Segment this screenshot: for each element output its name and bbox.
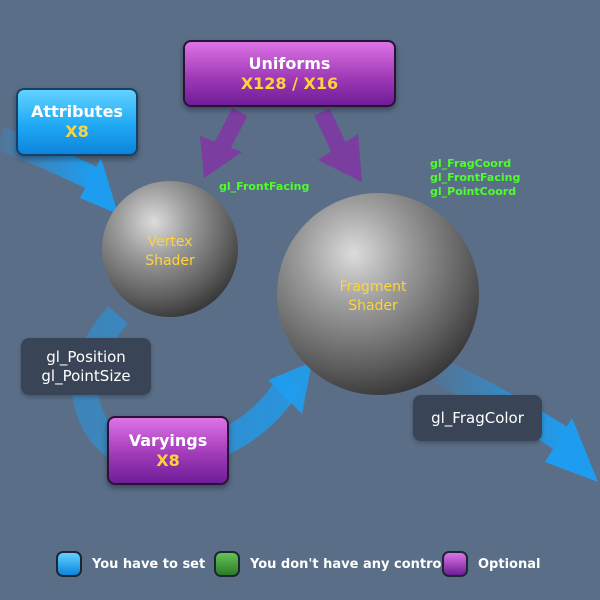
gl-frag-color-label: gl_FragColor xyxy=(431,408,524,427)
fragment-shader-line1: Fragment xyxy=(339,279,407,295)
frag-color-box: gl_FragColor xyxy=(413,395,542,441)
frag-coord-label: gl_FragCoord xyxy=(430,157,512,170)
attributes-count: X8 xyxy=(65,122,89,141)
varyings-box: Varyings X8 xyxy=(107,416,229,485)
legend-set: You have to set xyxy=(56,551,205,577)
attributes-title: Attributes xyxy=(31,102,123,121)
uniforms-title: Uniforms xyxy=(248,53,331,73)
front-facing-label: gl_FrontFacing xyxy=(219,180,310,193)
legend-optional-label: Optional xyxy=(478,556,541,572)
legend-no-control: You don't have any control xyxy=(214,551,446,577)
varyings-title: Varyings xyxy=(128,430,208,450)
fragment-shader-sphere xyxy=(277,193,479,395)
uniforms-count: X128 / X16 xyxy=(240,73,339,93)
vertex-shader-line1: Vertex xyxy=(147,234,193,250)
legend-green-swatch xyxy=(214,551,240,577)
fragment-shader-line2: Shader xyxy=(348,298,398,314)
gl-point-size-label: gl_PointSize xyxy=(41,366,131,385)
uniforms-to-fragment-arrow xyxy=(314,108,362,182)
legend-blue-swatch xyxy=(56,551,82,577)
legend-no-control-label: You don't have any control xyxy=(250,556,446,572)
gl-position-label: gl_Position xyxy=(46,347,126,366)
uniforms-to-vertex-arrow xyxy=(200,108,248,178)
vertex-outputs-box: gl_Position gl_PointSize xyxy=(21,338,151,395)
attributes-arrow xyxy=(0,126,118,214)
legend-set-label: You have to set xyxy=(92,556,206,572)
vertex-shader-sphere xyxy=(102,181,238,317)
legend-optional: Optional xyxy=(442,551,540,577)
fragment-builtins: gl_FragCoord gl_FrontFacing gl_PointCoor… xyxy=(430,157,520,199)
frag-front-facing-label: gl_FrontFacing xyxy=(430,171,521,184)
point-coord-label: gl_PointCoord xyxy=(430,185,517,198)
vertex-shader-line2: Shader xyxy=(145,253,195,269)
attributes-box: Attributes X8 xyxy=(16,88,138,156)
fragment-shader-label: Fragment Shader xyxy=(318,278,428,316)
varyings-count: X8 xyxy=(156,450,180,470)
legend-purple-swatch xyxy=(442,551,468,577)
vertex-shader-label: Vertex Shader xyxy=(120,233,220,271)
uniforms-box: Uniforms X128 / X16 xyxy=(183,40,396,107)
